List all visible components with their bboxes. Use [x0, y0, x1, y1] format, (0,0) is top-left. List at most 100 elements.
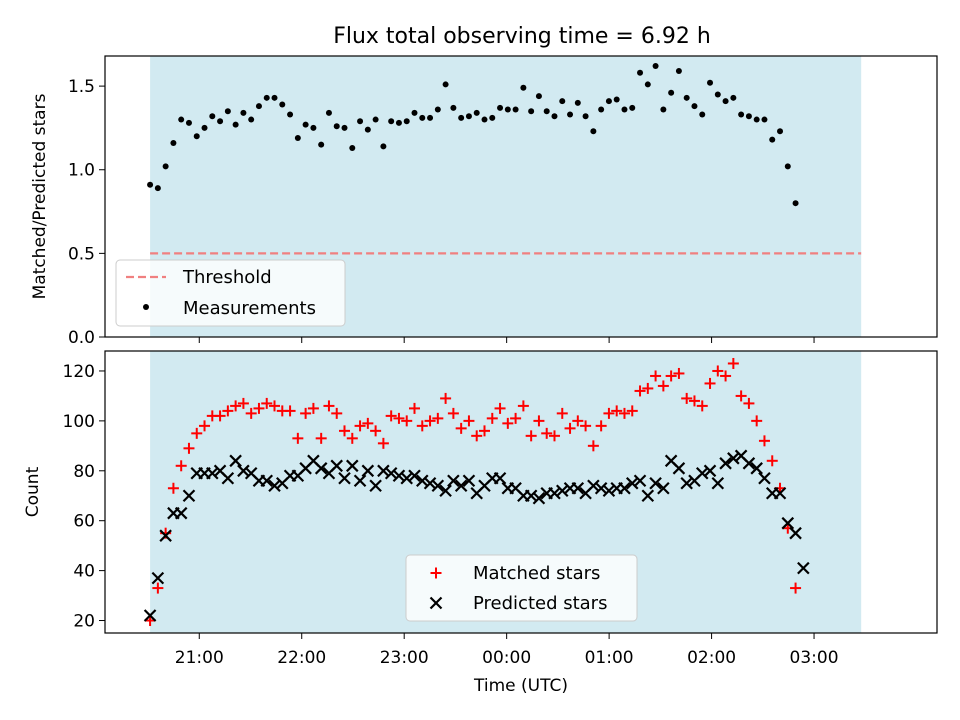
predicted-star-point [338, 471, 351, 485]
predicted-star-point [773, 486, 787, 500]
predicted-star-point [361, 464, 375, 478]
matched-star-point [548, 430, 560, 442]
legend-predicted-label: Predicted stars [473, 593, 607, 614]
measurement-point [302, 121, 309, 128]
cross-bar [649, 476, 662, 490]
measurement-point [543, 108, 550, 115]
predicted-star-point [447, 474, 460, 488]
measurement-point [738, 111, 745, 118]
matched-star-point [478, 425, 490, 437]
predicted-star-point [711, 476, 725, 490]
x-tick-label: 23:00 [380, 648, 429, 668]
measurement-point [652, 63, 659, 70]
measurement-point [201, 124, 208, 131]
measurement-point [582, 113, 589, 120]
predicted-star-point [260, 474, 274, 488]
ratio-y-axis-label: Matched/Predicted stars [30, 93, 50, 299]
matched-star-point [339, 425, 351, 437]
predicted-star-point [408, 469, 421, 483]
measurement-point [714, 91, 721, 98]
matched-star-point [447, 407, 459, 419]
cross-bar [548, 486, 561, 500]
measurement-point [147, 181, 154, 188]
predicted-star-point [571, 481, 585, 495]
cross-bar [213, 464, 227, 478]
cross-bar [509, 481, 522, 495]
matched-star-point [634, 385, 646, 397]
measurement-point [333, 123, 340, 130]
matched-star-point [253, 402, 265, 414]
measurement-point [683, 94, 690, 101]
predicted-star-point [423, 476, 437, 490]
matched-star-point [587, 440, 599, 452]
matched-star-point [510, 412, 522, 424]
predicted-star-point [330, 459, 344, 473]
cross-bar [268, 479, 281, 493]
cross-bar [260, 474, 274, 488]
predicted-star-point [182, 489, 196, 503]
measurement-points [147, 63, 799, 207]
matched-star-point [167, 482, 179, 494]
matched-star-point [650, 370, 662, 382]
matched-star-point [611, 405, 623, 417]
measurement-point [792, 200, 799, 207]
cross-bar [657, 481, 670, 495]
measurement-point [217, 118, 224, 125]
matched-star-point [408, 402, 420, 414]
matched-star-point [331, 407, 343, 419]
cross-bar [672, 462, 686, 475]
predicted-star-point [462, 474, 476, 488]
predicted-star-point [237, 464, 250, 478]
measurement-point [629, 104, 636, 111]
measurement-point [388, 118, 395, 125]
measurement-point [489, 114, 496, 121]
measurement-point [419, 114, 426, 121]
cross-bar [781, 516, 795, 530]
cross-bar [594, 481, 608, 495]
measurement-point [675, 68, 682, 75]
cross-bar [571, 481, 585, 495]
measurement-point [473, 109, 480, 116]
predicted-star-point [548, 486, 561, 500]
matched-star-point [354, 420, 366, 432]
measurement-point [232, 121, 239, 128]
matched-star-point [315, 432, 327, 444]
cross-bar [206, 467, 219, 480]
predicted-star-point [353, 474, 367, 488]
measurement-point [364, 126, 371, 133]
predicted-star-point [174, 506, 188, 520]
matched-star-point [712, 365, 724, 377]
cross-bar [439, 484, 452, 498]
measurement-point [427, 114, 434, 121]
y-tick-label: 1.0 [68, 161, 95, 181]
matched-star-point [720, 370, 732, 382]
measurement-point [691, 103, 698, 110]
matched-star-point [323, 400, 335, 412]
cross-bar [361, 464, 375, 478]
measurement-point [528, 108, 535, 115]
matched-star-point [377, 437, 389, 449]
matched-star-point [657, 380, 669, 392]
cross-bar [625, 476, 639, 490]
y-tick-label: 20 [73, 612, 95, 632]
measurement-point [574, 99, 581, 106]
measurement-point [442, 81, 449, 88]
cross-bar [182, 489, 196, 503]
predicted-star-point [602, 484, 616, 498]
ratio-panel: 0.0 0.5 1.0 1.5 Matched/Predicted stars Thr… [30, 55, 938, 348]
x-tick-label: 01:00 [585, 648, 634, 668]
cross-bar [431, 479, 445, 493]
matched-star-point [688, 395, 700, 407]
cross-bar [400, 471, 414, 485]
measurement-point [357, 118, 364, 125]
time-x-ticks: 21:00 22:00 23:00 00:00 01:00 02:00 03:00 [175, 633, 839, 668]
matched-star-point [626, 405, 638, 417]
predicted-star-point [159, 529, 172, 542]
cross-bar [703, 464, 717, 478]
matched-star-point [541, 427, 553, 439]
measurement-point [777, 128, 784, 135]
predicted-star-point [727, 452, 740, 465]
predicted-star-point [587, 479, 600, 493]
cross-bar [447, 474, 460, 488]
cross-bar [680, 476, 693, 490]
